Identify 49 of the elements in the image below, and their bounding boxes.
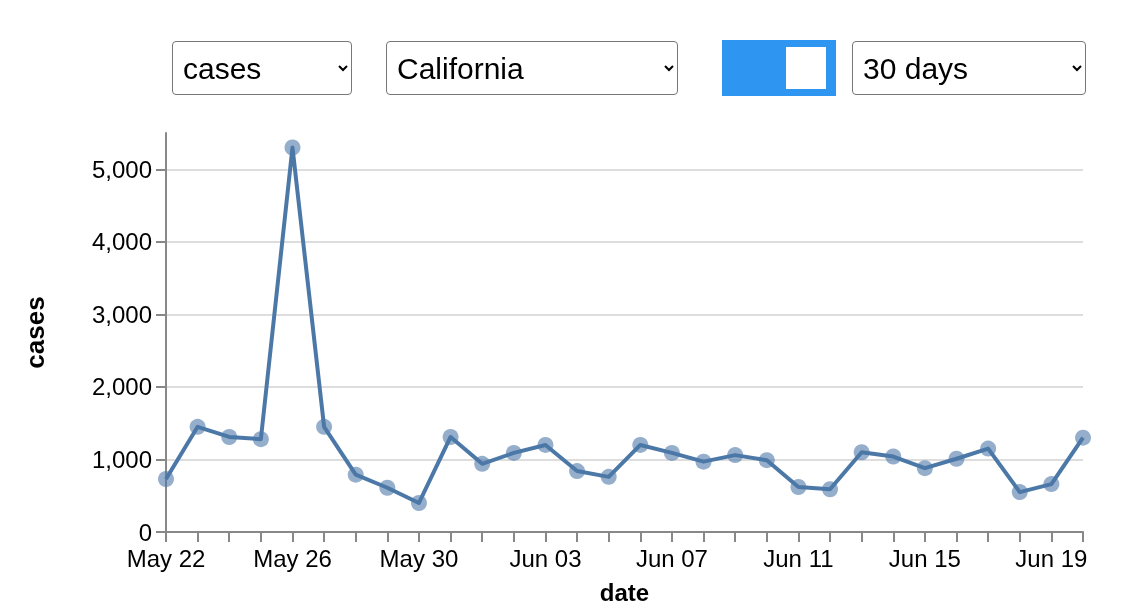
point — [347, 466, 364, 483]
x-tick-label: Jun 19 — [1015, 544, 1088, 572]
text: cases — [20, 296, 50, 369]
text: 30 days — [852, 41, 1086, 95]
x-tick-label: May 26 — [253, 544, 332, 572]
point — [316, 418, 333, 435]
text: California — [386, 41, 678, 95]
point — [916, 460, 933, 477]
point — [221, 428, 238, 445]
point — [1043, 476, 1060, 493]
point — [632, 436, 649, 453]
point — [1075, 429, 1091, 446]
point — [189, 418, 206, 435]
x-axis-title: date — [599, 578, 650, 606]
point — [695, 453, 712, 470]
x-tick-label: May 30 — [379, 544, 459, 572]
point — [442, 428, 459, 445]
y-tick-label: 5,000 — [91, 155, 152, 183]
y-axis-title: cases — [172, 41, 352, 95]
point — [410, 494, 427, 511]
x-tick-label: Jun 07 — [635, 544, 708, 572]
point — [948, 450, 965, 467]
y-tick-label: 2,000 — [91, 373, 152, 401]
point — [663, 444, 680, 461]
x-tick-label: Jun 03 — [509, 544, 582, 572]
y-tick-label: 4,000 — [91, 228, 152, 256]
point — [885, 448, 902, 465]
point — [252, 431, 269, 448]
point — [379, 479, 396, 496]
point — [853, 444, 870, 461]
point — [158, 471, 174, 488]
point — [727, 447, 744, 464]
point — [758, 452, 775, 469]
point — [505, 444, 522, 461]
y-tick-label: 3,000 — [91, 300, 152, 328]
point — [980, 440, 997, 457]
y-tick-label: 0 — [138, 518, 152, 546]
point — [790, 479, 807, 496]
point — [822, 481, 839, 498]
x-tick-label: May 22 — [126, 544, 206, 572]
x-tick-label: Jun 11 — [763, 544, 834, 572]
point — [569, 463, 586, 480]
point — [537, 436, 554, 453]
y-tick-label: 1,000 — [91, 445, 152, 473]
point — [600, 468, 617, 485]
point — [1011, 484, 1028, 501]
point — [284, 139, 301, 156]
point — [474, 455, 491, 472]
x-tick-label: Jun 15 — [888, 544, 961, 572]
